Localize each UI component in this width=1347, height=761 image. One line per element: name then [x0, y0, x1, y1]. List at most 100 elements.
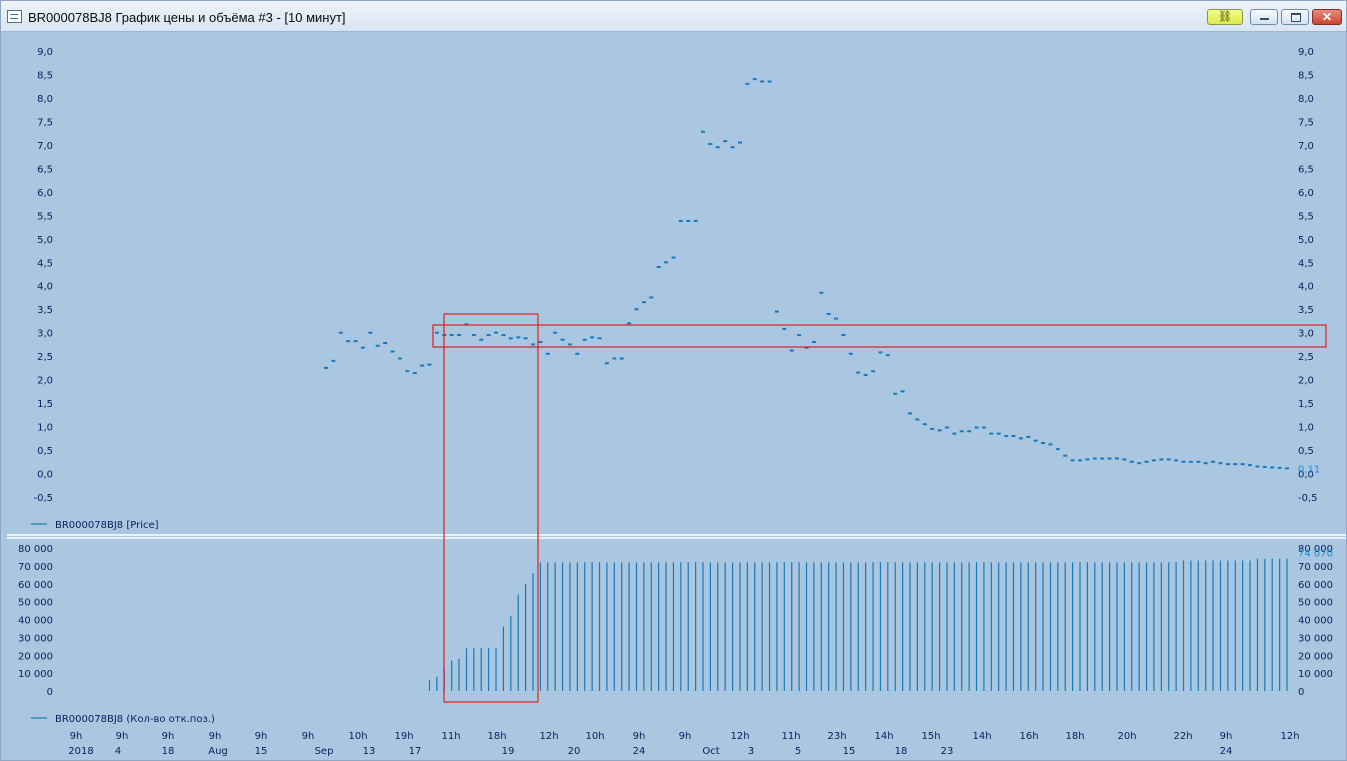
- volume-tick-label-right: 80 000: [1298, 544, 1333, 555]
- volume-tick-label-left: 80 000: [18, 544, 53, 555]
- x-axis-time-label: 19h: [394, 731, 413, 742]
- x-axis-date-label: 24: [1220, 746, 1233, 757]
- link-button[interactable]: ⛓: [1207, 9, 1243, 25]
- x-axis-time-label: 11h: [781, 731, 800, 742]
- highlight-box-horizontal: [432, 324, 1327, 348]
- price-candle: [1070, 459, 1075, 462]
- minimize-button[interactable]: [1250, 9, 1278, 25]
- price-candle: [383, 342, 388, 345]
- price-candle: [1018, 437, 1023, 440]
- price-candle: [479, 338, 484, 341]
- x-axis-time-label: 9h: [1220, 731, 1233, 742]
- x-axis-time-label: 14h: [874, 731, 893, 742]
- price-candle: [1285, 467, 1289, 470]
- price-candle: [516, 336, 521, 339]
- price-candle: [582, 338, 587, 341]
- price-candle: [1218, 462, 1223, 465]
- volume-tick-label-right: 30 000: [1298, 633, 1333, 644]
- price-candle: [553, 331, 558, 334]
- price-candle: [471, 334, 476, 337]
- x-axis-date-label: 4: [115, 746, 121, 757]
- price-candle: [1277, 466, 1282, 469]
- price-tick-label-right: 7,5: [1298, 117, 1314, 128]
- price-candle: [1033, 439, 1038, 442]
- x-axis-date-label: 23: [941, 746, 954, 757]
- price-candle: [405, 370, 410, 373]
- price-candle: [737, 141, 742, 144]
- price-legend-label: BR000078BJ8 [Price]: [55, 520, 159, 531]
- price-tick-label-left: 4,5: [37, 258, 53, 269]
- close-button[interactable]: ✕: [1312, 9, 1342, 25]
- x-axis-time-label: 9h: [70, 731, 83, 742]
- price-candle: [885, 354, 890, 357]
- volume-tick-label-left: 40 000: [18, 616, 53, 627]
- chart-app-icon: [7, 10, 22, 23]
- price-candle: [538, 341, 543, 344]
- x-axis-time-label: 9h: [633, 731, 646, 742]
- price-tick-label-right: 4,5: [1298, 258, 1314, 269]
- price-candle: [708, 142, 713, 145]
- price-tick-label-right: 8,0: [1298, 94, 1314, 105]
- price-candle: [937, 429, 942, 432]
- price-candle: [331, 359, 336, 362]
- price-candle: [1248, 464, 1253, 467]
- price-candle: [671, 256, 676, 259]
- x-axis-time-label: 18h: [487, 731, 506, 742]
- price-tick-label-left: 0,0: [37, 470, 53, 481]
- price-candle: [1255, 465, 1260, 468]
- price-candle: [353, 340, 358, 343]
- price-candle: [368, 331, 373, 334]
- price-candle: [567, 343, 572, 346]
- title-bar[interactable]: BR000078BJ8 График цены и объёма #3 - [1…: [1, 1, 1346, 32]
- price-candle: [627, 322, 632, 325]
- price-tick-label-left: -0,5: [33, 493, 53, 504]
- price-candle: [464, 323, 469, 326]
- price-candle: [649, 296, 654, 299]
- price-tick-label-right: 1,5: [1298, 399, 1314, 410]
- price-candle: [981, 426, 986, 429]
- price-candle: [1092, 457, 1097, 460]
- price-candle: [819, 291, 824, 294]
- price-candle: [656, 265, 661, 268]
- price-candle: [701, 130, 706, 133]
- volume-tick-label-right: 40 000: [1298, 616, 1333, 627]
- price-tick-label-right: 5,0: [1298, 235, 1314, 246]
- price-candle: [930, 427, 935, 430]
- price-candle: [1166, 458, 1171, 461]
- price-candle: [1211, 460, 1216, 463]
- price-candle: [1262, 465, 1267, 468]
- price-tick-label-right: 5,5: [1298, 211, 1314, 222]
- price-candle: [745, 82, 750, 85]
- maximize-button[interactable]: [1281, 9, 1309, 25]
- price-candle: [597, 337, 602, 340]
- price-candle: [575, 352, 580, 355]
- price-candle: [1181, 460, 1186, 463]
- x-axis-date-label: 15: [255, 746, 268, 757]
- volume-tick-label-left: 50 000: [18, 598, 53, 609]
- price-candle: [782, 327, 787, 330]
- x-axis-date-label: Aug: [208, 746, 228, 757]
- price-tick-label-left: 6,0: [37, 188, 53, 199]
- x-axis-date-label: 20: [568, 746, 581, 757]
- price-candle: [678, 219, 683, 222]
- volume-legend-label: BR000078BJ8 (Кол-во отк.поз.): [55, 714, 215, 725]
- volume-tick-label-right: 0: [1298, 687, 1304, 698]
- x-axis-time-label: 14h: [972, 731, 991, 742]
- x-axis-time-label: 23h: [827, 731, 846, 742]
- price-candle: [841, 334, 846, 337]
- price-tick-label-left: 2,5: [37, 352, 53, 363]
- price-candle: [834, 317, 839, 320]
- price-candle: [1203, 462, 1208, 465]
- volume-tick-label-left: 70 000: [18, 562, 53, 573]
- price-tick-label-right: 3,5: [1298, 305, 1314, 316]
- price-candle: [1129, 460, 1134, 463]
- price-candle: [1114, 457, 1119, 460]
- price-candle: [1055, 448, 1060, 451]
- price-candle: [612, 357, 617, 360]
- price-candle: [1048, 443, 1053, 446]
- price-candle: [900, 390, 905, 393]
- price-volume-chart[interactable]: 9,0 9,0 8,5 8,5 8,0 8,0 7,5 7,5 7,0 7,0 6,5 6,5 6,0 6…: [1, 32, 1346, 760]
- price-candle: [907, 412, 912, 415]
- volume-tick-label-right: 70 000: [1298, 562, 1333, 573]
- price-candle: [338, 331, 343, 334]
